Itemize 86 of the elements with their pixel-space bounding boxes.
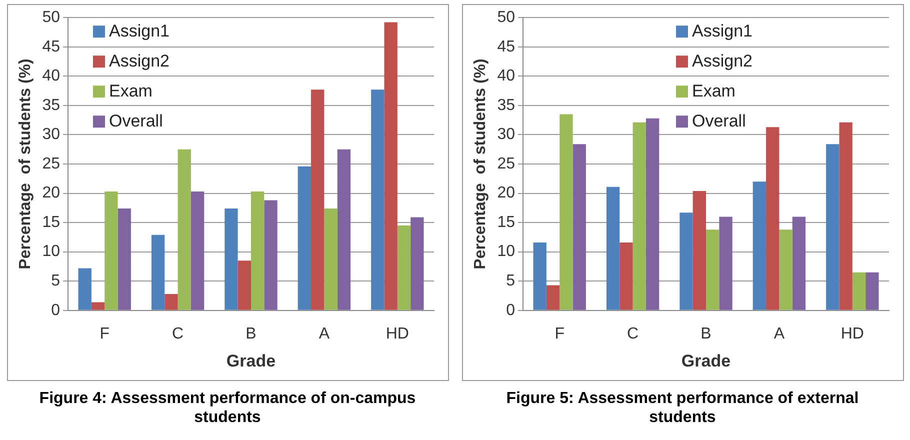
y-tick-label: 50 — [496, 9, 515, 26]
legend-label: Overall — [108, 111, 162, 130]
y-tick-label: 5 — [50, 272, 60, 290]
bar — [752, 182, 766, 310]
x-axis-title: Grade — [226, 351, 276, 370]
bar — [692, 190, 706, 310]
bar — [336, 149, 350, 310]
bar — [190, 192, 204, 310]
y-tick-label: 25 — [42, 155, 60, 172]
bar — [826, 144, 839, 310]
bar — [224, 208, 238, 310]
x-tick-label: B — [700, 325, 711, 342]
x-axis-title: Grade — [680, 351, 730, 370]
bar — [645, 118, 659, 310]
bar — [546, 285, 560, 310]
y-axis-title: Percentage of students (%) — [16, 58, 34, 270]
x-tick-label: HD — [840, 325, 864, 342]
bar — [310, 90, 324, 310]
legend-label: Assign2 — [692, 51, 752, 70]
y-tick-label: 50 — [42, 9, 60, 26]
bar — [164, 294, 178, 310]
x-tick-label: A — [773, 325, 784, 342]
legend-label: Exam — [692, 81, 735, 100]
bar — [559, 114, 572, 310]
bar — [177, 149, 190, 310]
text: Figure 4: Assessment performance of on-campus students — [38, 389, 417, 427]
x-tick-label: F — [554, 325, 564, 342]
legend-label: Exam — [108, 81, 152, 100]
bar — [324, 208, 337, 310]
bar — [718, 216, 732, 310]
y-tick-label: 10 — [496, 243, 515, 260]
text: Figure 5: Assessment performance of external students — [505, 389, 860, 427]
bar — [572, 144, 586, 310]
bar — [410, 217, 424, 310]
bar — [90, 302, 104, 310]
y-tick-label: 20 — [42, 184, 60, 202]
x-tick-label: C — [172, 325, 184, 342]
y-tick-label: 40 — [42, 68, 60, 85]
x-tick-label: A — [318, 325, 330, 342]
y-tick-label: 25 — [496, 155, 515, 172]
legend-label: Assign1 — [692, 21, 752, 40]
y-tick-label: 45 — [42, 38, 60, 56]
x-tick-label: F — [99, 325, 110, 342]
y-tick-label: 30 — [42, 126, 60, 144]
bar — [679, 212, 692, 310]
bar — [706, 230, 719, 310]
y-tick-label: 0 — [50, 302, 60, 319]
y-tick-label: 15 — [496, 214, 515, 231]
y-tick-label: 10 — [42, 243, 60, 260]
y-tick-label: 20 — [496, 184, 515, 202]
bar — [237, 260, 250, 310]
y-tick-label: 40 — [496, 68, 515, 85]
bar — [264, 200, 277, 310]
bar — [532, 242, 546, 310]
x-tick-label: B — [245, 325, 256, 342]
bar — [865, 272, 878, 310]
bar — [606, 186, 620, 310]
y-tick-label: 45 — [496, 38, 515, 56]
bar — [778, 230, 792, 310]
y-tick-label: 30 — [496, 126, 515, 144]
y-axis-title: Percentage of students (%) — [472, 58, 489, 270]
bar — [370, 90, 384, 310]
bar — [117, 208, 130, 310]
bar — [297, 166, 311, 310]
bar — [838, 122, 852, 310]
x-tick-label: HD — [385, 325, 408, 342]
bar — [632, 122, 646, 310]
y-tick-label: 15 — [42, 214, 60, 231]
bar — [766, 127, 779, 310]
legend-label: Assign2 — [108, 51, 169, 70]
legend-label: Assign1 — [108, 21, 169, 40]
bar — [792, 216, 806, 310]
bar — [104, 192, 118, 310]
y-tick-label: 35 — [42, 96, 60, 114]
x-tick-label: C — [626, 325, 638, 342]
bar — [619, 242, 632, 310]
y-tick-label: 0 — [506, 302, 515, 319]
bar — [250, 192, 264, 310]
bar — [384, 22, 397, 310]
bar — [78, 268, 91, 310]
legend-label: Overall — [692, 111, 746, 130]
y-tick-label: 35 — [496, 96, 515, 114]
y-tick-label: 5 — [506, 272, 515, 290]
bar — [396, 225, 410, 310]
bar — [150, 234, 164, 310]
bar — [852, 272, 866, 310]
